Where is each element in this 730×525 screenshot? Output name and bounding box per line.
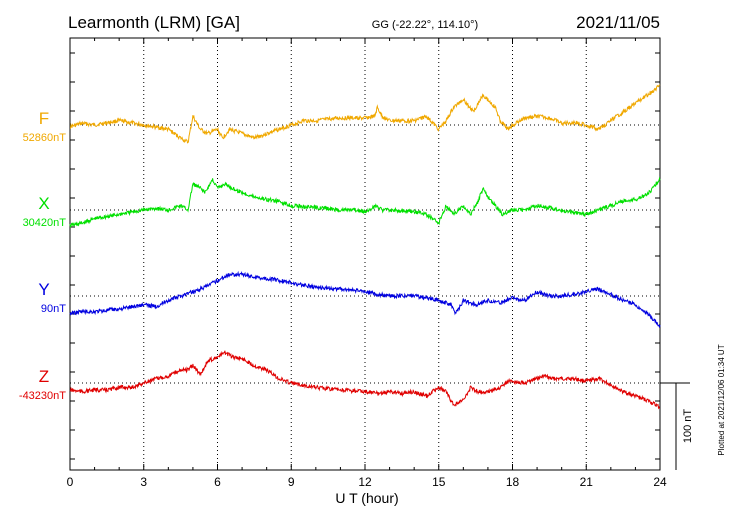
plotted-timestamp: Plotted at 2021/12/06 01:34 UT (717, 344, 726, 455)
x-tick-label-21: 21 (580, 475, 594, 489)
series-line-f (70, 84, 661, 144)
grid-lines (143, 38, 587, 470)
x-tick-label-6: 6 (214, 475, 221, 489)
x-tick-label-18: 18 (506, 475, 520, 489)
x-tick-label-12: 12 (358, 475, 372, 489)
x-tick-label-15: 15 (432, 475, 446, 489)
x-tick-labels: 0 3 6 9 12 15 18 21 24 (67, 475, 667, 489)
x-tick-label-24: 24 (653, 475, 667, 489)
x-axis-label: U T (hour) (335, 490, 398, 506)
scale-bar: 100 nT (660, 382, 694, 470)
scale-bar-label: 100 nT (682, 409, 694, 444)
series-name-x: X (38, 194, 49, 213)
series-lines (69, 84, 661, 410)
axis-ticks (69, 38, 661, 470)
series-labels: F 52860nT X 30420nT Y 90nT Z -43230nT (19, 109, 66, 402)
station-coords: GG (-22.22°, 114.10°) (372, 19, 478, 31)
series-name-z: Z (39, 367, 49, 386)
series-name-f: F (39, 109, 49, 128)
series-baseline-label-y: 90nT (41, 303, 66, 315)
x-tick-label-3: 3 (140, 475, 147, 489)
series-line-x (69, 176, 661, 228)
series-baseline-label-x: 30420nT (23, 217, 67, 229)
series-line-y (69, 270, 661, 328)
series-name-y: Y (38, 280, 49, 299)
station-title: Learmonth (LRM) [GA] (68, 13, 240, 32)
x-tick-label-9: 9 (288, 475, 295, 489)
series-line-z (69, 350, 660, 410)
series-baseline-label-z: -43230nT (19, 390, 66, 402)
plot-date: 2021/11/05 (576, 13, 660, 32)
series-baseline-label-f: 52860nT (23, 132, 67, 144)
x-tick-label-0: 0 (67, 475, 74, 489)
